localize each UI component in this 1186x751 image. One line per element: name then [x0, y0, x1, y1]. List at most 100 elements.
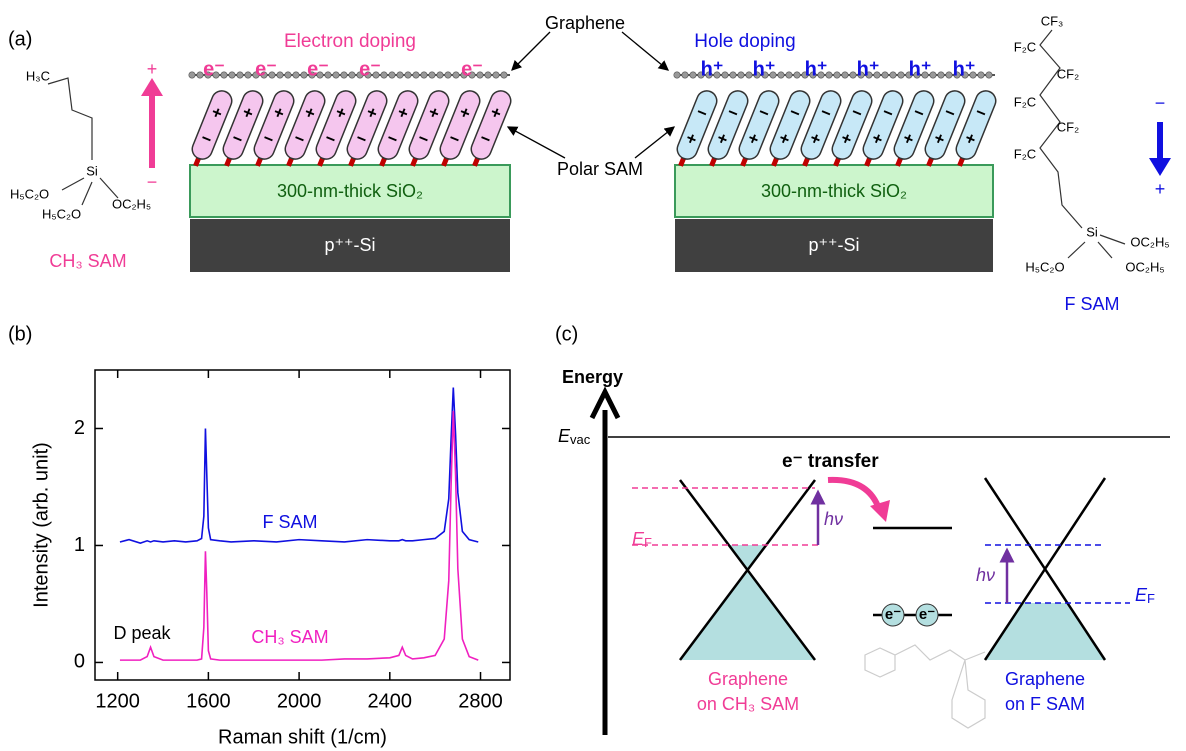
- atom: F₂C: [1014, 94, 1036, 109]
- carbon-atom: [842, 72, 848, 78]
- filled-states: [680, 545, 815, 660]
- x-tick-label: 2400: [368, 690, 413, 712]
- carrier: h⁺: [805, 58, 828, 80]
- e-f: EF: [1135, 585, 1155, 607]
- carbon-atom: [986, 72, 992, 78]
- atom: H₅C₂O: [42, 206, 81, 221]
- sio2-label: 300-nm-thick SiO₂: [277, 181, 423, 201]
- carbon-atom: [277, 72, 283, 78]
- atom: F₂C: [1014, 146, 1036, 161]
- carbon-atom: [786, 72, 792, 78]
- carbon-atom: [882, 72, 888, 78]
- anchor: [351, 158, 354, 165]
- electron-doping: Electron doping: [284, 31, 416, 52]
- sign: +: [147, 59, 158, 79]
- si-label: p⁺⁺-Si: [324, 235, 375, 255]
- transfer-arrow: [870, 500, 890, 522]
- subscript: vac: [570, 432, 591, 447]
- caption: on CH₃ SAM: [697, 694, 799, 714]
- anchor: [681, 158, 684, 165]
- carbon-atom: [381, 72, 387, 78]
- carbon-atom: [850, 72, 856, 78]
- anchor: [712, 158, 715, 165]
- carbon-atom: [485, 72, 491, 78]
- panel-label: (c): [555, 323, 578, 345]
- carbon-atom: [682, 72, 688, 78]
- carrier: e⁻: [255, 58, 277, 80]
- atom: Si: [1086, 224, 1098, 239]
- carbon-atom: [690, 72, 696, 78]
- atom: F₂C: [1014, 39, 1036, 54]
- e-vac: Evac: [558, 426, 591, 448]
- anchor: [960, 158, 963, 165]
- atom: H₃C: [26, 68, 50, 83]
- anchor: [867, 158, 870, 165]
- bond: [1040, 30, 1125, 258]
- carbon-atom: [445, 72, 451, 78]
- arrow: [508, 127, 565, 158]
- carrier: e⁻: [359, 58, 381, 80]
- carbon-atom: [738, 72, 744, 78]
- carbon-atom: [890, 72, 896, 78]
- atom: CF₂: [1057, 66, 1079, 81]
- bond: [48, 78, 118, 205]
- carbon-atom: [453, 72, 459, 78]
- carbon-atom: [341, 72, 347, 78]
- atom: H₅C₂O: [10, 186, 49, 201]
- e-f: EF: [632, 529, 652, 551]
- hole-doping: Hole doping: [694, 31, 795, 52]
- anchor: [444, 158, 447, 165]
- caption: Graphene: [708, 669, 788, 689]
- carrier: e⁻: [203, 58, 225, 80]
- graphene-label: Graphene: [545, 13, 625, 33]
- atom: CF₃: [1041, 13, 1064, 28]
- carrier: h⁺: [909, 58, 932, 80]
- anchor: [929, 158, 932, 165]
- subscript: F: [644, 535, 652, 550]
- carrier: e⁻: [307, 58, 329, 80]
- anchor: [382, 158, 385, 165]
- panel-label: (a): [8, 28, 32, 50]
- anchor: [743, 158, 746, 165]
- carbon-atom: [405, 72, 411, 78]
- transfer-label: e⁻ transfer: [782, 451, 879, 472]
- sign: −: [1155, 93, 1166, 113]
- dipole-arrow: [141, 78, 163, 96]
- carbon-atom: [421, 72, 427, 78]
- carrier: h⁺: [753, 58, 776, 80]
- x-tick-label: 2000: [277, 690, 322, 712]
- carbon-atom: [794, 72, 800, 78]
- caption: on F SAM: [1005, 694, 1085, 714]
- y-axis-label: Intensity (arb. unit): [30, 442, 52, 608]
- carbon-atom: [413, 72, 419, 78]
- atom: Si: [86, 163, 98, 178]
- anchor: [196, 158, 199, 165]
- figure: (a) Electron doping Hole doping Graphene…: [0, 0, 1186, 751]
- carbon-atom: [229, 72, 235, 78]
- carrier: h⁺: [857, 58, 880, 80]
- molecule-sketch: [865, 645, 985, 728]
- arrow: [622, 32, 668, 70]
- sign: +: [1155, 179, 1166, 199]
- anchor: [836, 158, 839, 165]
- carbon-atom: [834, 72, 840, 78]
- atom: OC₂H₅: [112, 196, 151, 211]
- anchor: [774, 158, 777, 165]
- x-tick-label: 2800: [458, 690, 503, 712]
- carbon-atom: [493, 72, 499, 78]
- hv: hν: [824, 509, 843, 529]
- polar-sam-label: Polar SAM: [557, 159, 643, 179]
- carrier: h⁺: [701, 58, 724, 80]
- carbon-atom: [429, 72, 435, 78]
- series-label: CH₃ SAM: [251, 627, 328, 647]
- anchor: [413, 158, 416, 165]
- ch3-sam-name: CH₃ SAM: [49, 251, 126, 271]
- carbon-atom: [333, 72, 339, 78]
- sio2-label: 300-nm-thick SiO₂: [761, 181, 907, 201]
- carrier: h⁺: [953, 58, 976, 80]
- carbon-atom: [946, 72, 952, 78]
- panel-label: (b): [8, 323, 32, 345]
- f-sam-name: F SAM: [1064, 294, 1119, 314]
- subscript: F: [1147, 591, 1155, 606]
- carbon-atom: [746, 72, 752, 78]
